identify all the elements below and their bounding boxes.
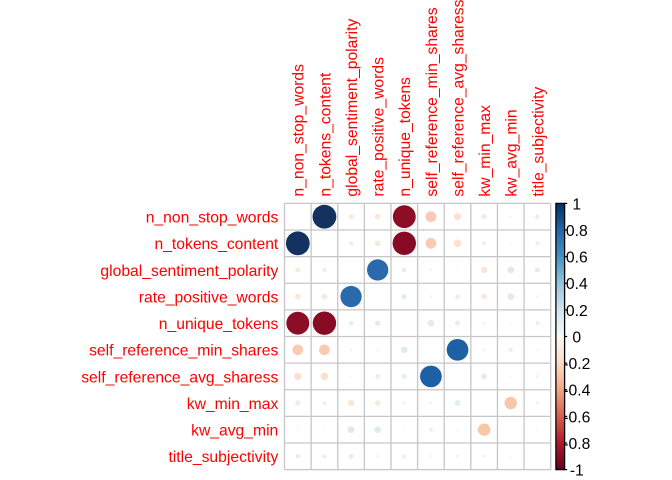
svg-text:self_reference_avg_sharess: self_reference_avg_sharess bbox=[450, 0, 467, 197]
svg-text:kw_avg_min: kw_avg_min bbox=[504, 109, 521, 196]
svg-text:0.4: 0.4 bbox=[566, 276, 588, 293]
svg-text:rate_positive_words: rate_positive_words bbox=[371, 57, 388, 197]
svg-text:-0.8: -0.8 bbox=[563, 436, 590, 453]
svg-text:kw_min_max: kw_min_max bbox=[477, 105, 494, 197]
svg-text:-0.6: -0.6 bbox=[563, 409, 590, 426]
svg-text:n_unique_tokens: n_unique_tokens bbox=[159, 316, 279, 333]
svg-text:self_reference_min_shares: self_reference_min_shares bbox=[89, 343, 278, 360]
svg-text:n_tokens_content: n_tokens_content bbox=[317, 72, 334, 196]
svg-text:n_unique_tokens: n_unique_tokens bbox=[397, 77, 414, 197]
svg-text:global_sentiment_polarity: global_sentiment_polarity bbox=[100, 263, 278, 280]
svg-text:self_reference_avg_sharess: self_reference_avg_sharess bbox=[81, 369, 278, 386]
svg-text:0.8: 0.8 bbox=[566, 223, 588, 240]
svg-text:0.2: 0.2 bbox=[566, 303, 588, 320]
svg-text:1: 1 bbox=[572, 196, 581, 213]
svg-text:title_subjectivity: title_subjectivity bbox=[530, 87, 547, 197]
svg-text:0.6: 0.6 bbox=[566, 250, 588, 267]
svg-text:-0.2: -0.2 bbox=[563, 356, 590, 373]
svg-text:-1: -1 bbox=[570, 463, 584, 480]
svg-text:title_subjectivity: title_subjectivity bbox=[168, 449, 278, 466]
svg-text:n_non_stop_words: n_non_stop_words bbox=[146, 210, 279, 227]
svg-text:self_reference_min_shares: self_reference_min_shares bbox=[424, 7, 441, 196]
svg-text:kw_avg_min: kw_avg_min bbox=[191, 423, 278, 440]
svg-text:kw_min_max: kw_min_max bbox=[187, 396, 279, 413]
svg-text:global_sentiment_polarity: global_sentiment_polarity bbox=[344, 19, 361, 197]
svg-text:-0.4: -0.4 bbox=[563, 383, 590, 400]
svg-text:0: 0 bbox=[572, 329, 581, 346]
svg-text:n_non_stop_words: n_non_stop_words bbox=[291, 64, 308, 197]
svg-text:rate_positive_words: rate_positive_words bbox=[139, 289, 279, 306]
svg-text:n_tokens_content: n_tokens_content bbox=[154, 236, 278, 253]
